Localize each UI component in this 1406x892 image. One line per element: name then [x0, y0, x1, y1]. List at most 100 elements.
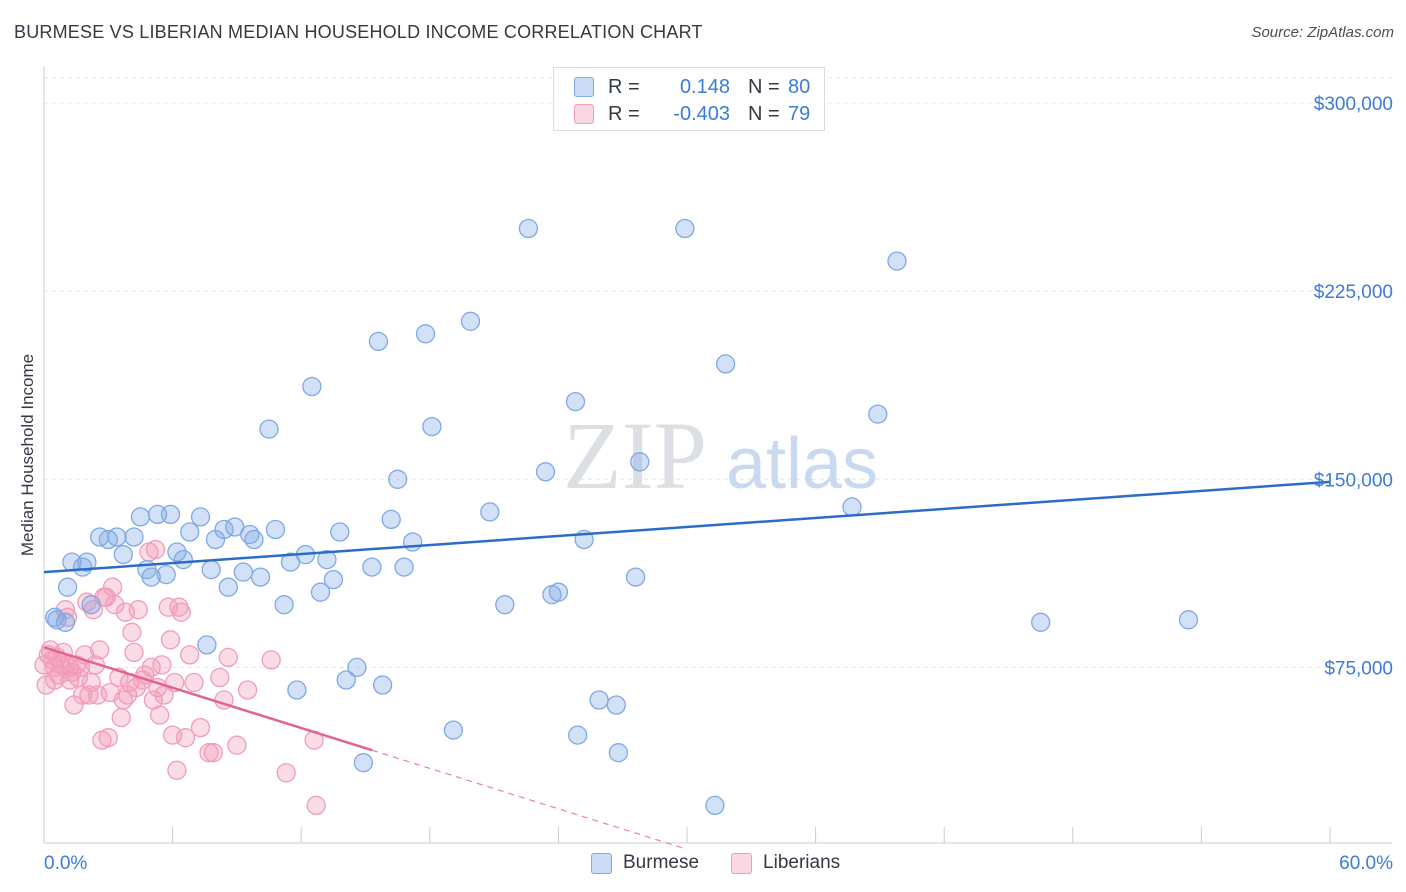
axes — [43, 66, 1392, 844]
burmese-point-69 — [608, 743, 629, 763]
burmese-point-60 — [518, 218, 539, 239]
burmese-point-73 — [705, 795, 725, 816]
burmese-point-43 — [330, 522, 350, 542]
burmese-point-6 — [77, 552, 97, 572]
series-swatch-burmese — [591, 852, 612, 874]
liberians-point-46 — [128, 600, 148, 620]
burmese-point-65 — [568, 725, 588, 745]
legend-swatch-burmese — [574, 77, 594, 97]
burmese-point-68 — [606, 695, 626, 715]
liberians-point-76 — [276, 763, 296, 783]
x-tick-label-min: 0.0% — [44, 853, 87, 874]
burmese-point-45 — [347, 657, 367, 678]
burmese-point-24 — [201, 559, 221, 580]
liberians-point-27 — [85, 655, 106, 675]
liberians-point-61 — [167, 760, 187, 780]
burmese-point-56 — [443, 720, 464, 740]
burmese-point-11 — [113, 544, 133, 565]
burmese-point-50 — [381, 509, 401, 530]
liberians-point-66 — [184, 672, 204, 693]
burmese-point-39 — [302, 376, 322, 397]
liberians-point-69 — [203, 743, 223, 763]
trend-lines — [43, 480, 1331, 850]
burmese-point-52 — [394, 557, 414, 577]
burmese-point-34 — [265, 519, 286, 540]
liberians-point-67 — [190, 717, 211, 738]
burmese-point-19 — [167, 542, 187, 562]
burmese-points — [45, 218, 1199, 816]
burmese-point-18 — [160, 504, 181, 525]
liberians-point-55 — [152, 655, 172, 675]
burmese-point-15 — [141, 567, 161, 587]
burmese-point-58 — [480, 502, 500, 522]
burmese-point-57 — [460, 311, 481, 331]
burmese-point-53 — [403, 532, 423, 552]
burmese-point-54 — [415, 324, 436, 344]
burmese-point-27 — [218, 577, 238, 597]
burmese-point-29 — [233, 562, 253, 582]
series-legend: Burmese Liberians — [591, 852, 872, 874]
burmese-point-37 — [287, 680, 307, 700]
y-tick-label-3: $300,000 — [1314, 94, 1393, 115]
burmese-point-70 — [625, 567, 646, 587]
liberians-points — [34, 539, 326, 816]
liberians-point-63 — [171, 602, 191, 622]
burmese-point-46 — [353, 753, 374, 773]
burmese-point-67 — [589, 690, 609, 710]
burmese-point-79 — [1178, 610, 1199, 630]
liberians-trend-line — [43, 646, 373, 752]
burmese-point-49 — [372, 675, 393, 695]
burmese-point-35 — [274, 595, 294, 615]
legend-n-value: 80 — [788, 75, 811, 98]
liberians-trend-extension — [371, 749, 688, 850]
burmese-point-74 — [715, 354, 736, 374]
liberians-point-64 — [175, 728, 196, 748]
series-name-liberians: Liberians — [763, 852, 841, 873]
burmese-point-32 — [250, 567, 271, 587]
burmese-point-78 — [1031, 612, 1051, 632]
burmese-point-7 — [81, 595, 101, 615]
burmese-point-40 — [310, 582, 331, 602]
burmese-point-0 — [45, 607, 65, 627]
legend-r-label: R = — [608, 75, 640, 98]
liberians-point-52 — [145, 539, 166, 560]
burmese-point-41 — [317, 549, 337, 570]
burmese-point-3 — [57, 577, 78, 597]
series-legend-liberians[interactable]: Liberians — [731, 852, 840, 874]
watermark: ZIP atlas — [563, 402, 878, 509]
burmese-point-44 — [336, 670, 356, 690]
watermark-atlas: atlas — [726, 424, 878, 504]
liberians-point-70 — [210, 667, 230, 688]
legend-n-value: 79 — [788, 102, 811, 125]
liberians-point-73 — [227, 735, 247, 755]
liberians-point-75 — [261, 650, 281, 670]
legend-r-value: 0.148 — [679, 75, 730, 98]
burmese-point-2 — [55, 612, 76, 632]
liberians-point-38 — [111, 707, 131, 728]
liberians-point-29 — [90, 640, 110, 660]
chart-title: BURMESE VS LIBERIAN MEDIAN HOUSEHOLD INC… — [14, 22, 703, 42]
burmese-point-48 — [368, 331, 389, 352]
liberians-point-65 — [180, 645, 200, 665]
y-tick-label-0: $75,000 — [1324, 658, 1393, 679]
burmese-point-21 — [180, 522, 200, 542]
legend-swatch-liberians — [574, 104, 594, 124]
burmese-point-76 — [868, 404, 888, 424]
burmese-point-63 — [548, 582, 569, 602]
burmese-point-72 — [675, 218, 695, 239]
burmese-point-12 — [124, 527, 144, 547]
burmese-point-77 — [887, 251, 907, 271]
burmese-point-20 — [173, 549, 193, 570]
y-tick-label-1: $150,000 — [1314, 470, 1393, 491]
series-legend-burmese[interactable]: Burmese — [591, 852, 699, 874]
burmese-point-42 — [323, 569, 344, 590]
y-tick-label-2: $225,000 — [1314, 282, 1393, 303]
burmese-point-47 — [362, 557, 382, 577]
burmese-point-13 — [130, 507, 151, 527]
liberians-point-72 — [218, 647, 238, 668]
tick-labels: $75,000 $150,000 $225,000 $300,000 0.0% 60.0% — [44, 94, 1393, 874]
correlation-legend: R = 0.148 N = 80 R = -0.403 N = 79 — [553, 67, 825, 131]
liberians-point-33 — [98, 728, 118, 748]
liberians-point-74 — [237, 680, 258, 700]
